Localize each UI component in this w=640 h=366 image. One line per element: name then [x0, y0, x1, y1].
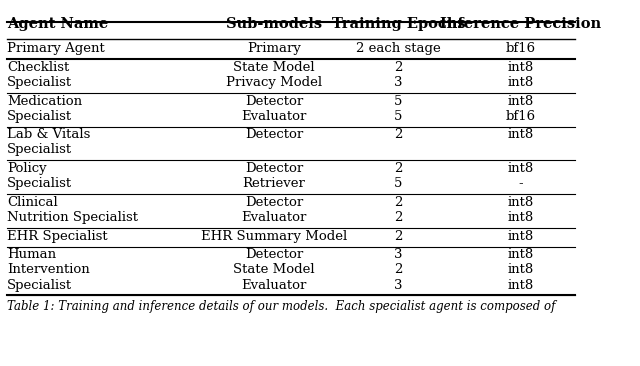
Text: Medication: Medication [7, 94, 83, 108]
Text: Specialist: Specialist [7, 279, 72, 292]
Text: 2: 2 [394, 61, 403, 74]
Text: Evaluator: Evaluator [241, 279, 307, 292]
Text: State Model: State Model [233, 264, 315, 276]
Text: Specialist: Specialist [7, 177, 72, 190]
Text: bf16: bf16 [505, 110, 535, 123]
Text: State Model: State Model [233, 61, 315, 74]
Text: Specialist: Specialist [7, 110, 72, 123]
Text: Detector: Detector [244, 94, 303, 108]
Text: 5: 5 [394, 94, 403, 108]
Text: Training Epochs: Training Epochs [332, 16, 465, 31]
Text: int8: int8 [507, 211, 533, 224]
Text: int8: int8 [507, 61, 533, 74]
Text: Detector: Detector [244, 128, 303, 141]
Text: EHR Specialist: EHR Specialist [7, 230, 108, 243]
Text: Nutrition Specialist: Nutrition Specialist [7, 211, 138, 224]
Text: Specialist: Specialist [7, 76, 72, 89]
Text: Human: Human [7, 249, 56, 261]
Text: int8: int8 [507, 279, 533, 292]
Text: Retriever: Retriever [243, 177, 305, 190]
Text: Primary: Primary [247, 42, 301, 55]
Text: bf16: bf16 [505, 42, 535, 55]
Text: Detector: Detector [244, 249, 303, 261]
Text: -: - [518, 177, 523, 190]
Text: int8: int8 [507, 76, 533, 89]
Text: int8: int8 [507, 249, 533, 261]
Text: int8: int8 [507, 128, 533, 141]
Text: 3: 3 [394, 249, 403, 261]
Text: Inference Precision: Inference Precision [440, 16, 601, 31]
Text: EHR Summary Model: EHR Summary Model [201, 230, 347, 243]
Text: Evaluator: Evaluator [241, 211, 307, 224]
Text: Privacy Model: Privacy Model [226, 76, 322, 89]
Text: 3: 3 [394, 279, 403, 292]
Text: Evaluator: Evaluator [241, 110, 307, 123]
Text: Sub-models: Sub-models [226, 16, 322, 31]
Text: Detector: Detector [244, 162, 303, 175]
Text: 2: 2 [394, 128, 403, 141]
Text: Table 1: Training and inference details of our models.  Each specialist agent is: Table 1: Training and inference details … [7, 300, 556, 313]
Text: int8: int8 [507, 196, 533, 209]
Text: 5: 5 [394, 110, 403, 123]
Text: 2: 2 [394, 162, 403, 175]
Text: 2: 2 [394, 264, 403, 276]
Text: Agent Name: Agent Name [7, 16, 108, 31]
Text: int8: int8 [507, 94, 533, 108]
Text: int8: int8 [507, 230, 533, 243]
Text: 5: 5 [394, 177, 403, 190]
Text: Clinical: Clinical [7, 196, 58, 209]
Text: 2: 2 [394, 211, 403, 224]
Text: Specialist: Specialist [7, 143, 72, 156]
Text: Lab & Vitals: Lab & Vitals [7, 128, 91, 141]
Text: 2: 2 [394, 196, 403, 209]
Text: int8: int8 [507, 264, 533, 276]
Text: int8: int8 [507, 162, 533, 175]
Text: Intervention: Intervention [7, 264, 90, 276]
Text: Checklist: Checklist [7, 61, 69, 74]
Text: Policy: Policy [7, 162, 47, 175]
Text: 3: 3 [394, 76, 403, 89]
Text: 2 each stage: 2 each stage [356, 42, 441, 55]
Text: 2: 2 [394, 230, 403, 243]
Text: Primary Agent: Primary Agent [7, 42, 105, 55]
Text: Detector: Detector [244, 196, 303, 209]
